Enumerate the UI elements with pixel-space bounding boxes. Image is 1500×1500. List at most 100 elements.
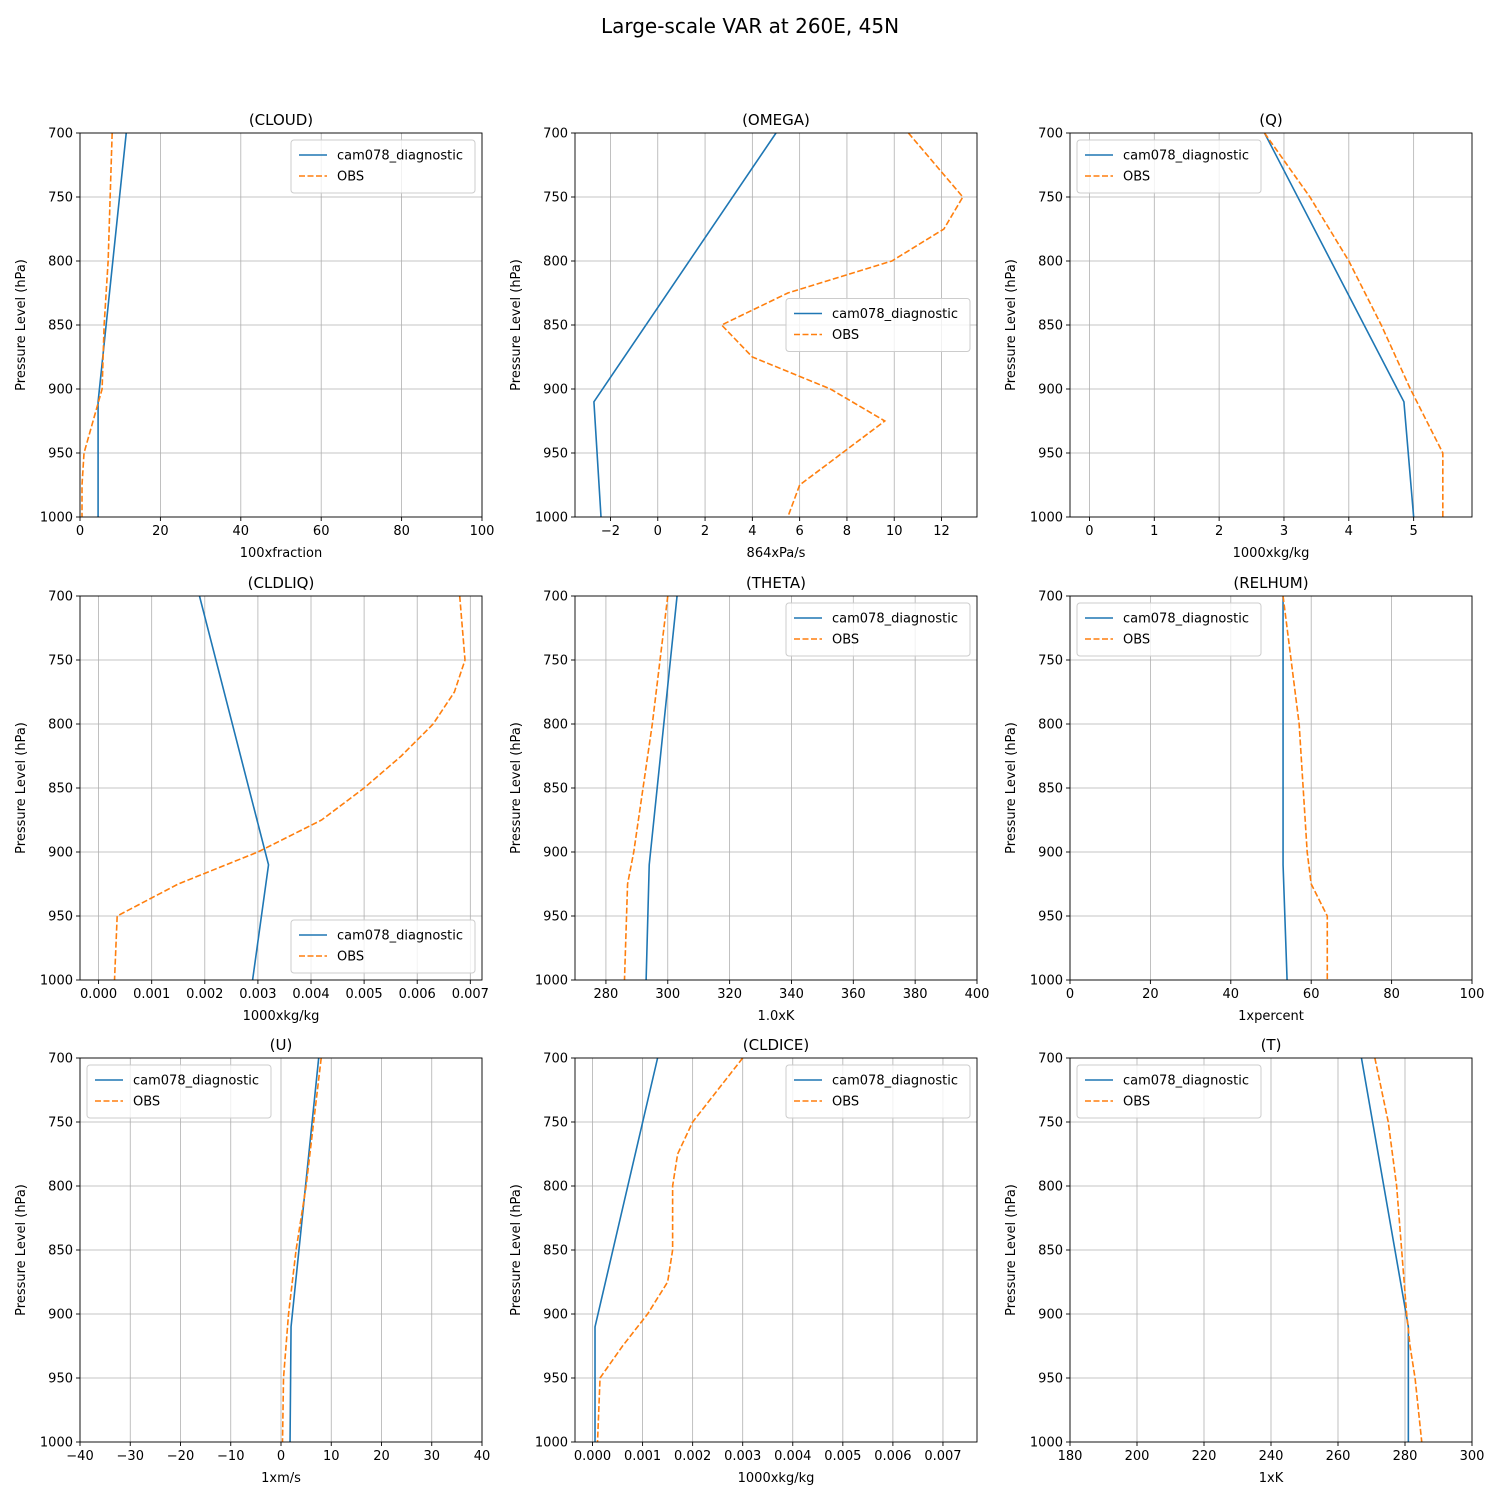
x-tick-label: 0.004 [292, 987, 329, 1002]
legend: cam078_diagnostic OBS [1076, 1064, 1262, 1119]
x-tick-label: 10 [323, 1449, 340, 1464]
x-tick-label: 0.003 [724, 1449, 761, 1464]
legend-label: cam078_diagnostic [133, 1074, 259, 1089]
x-tick-label: 380 [903, 987, 928, 1002]
y-tick-label: 950 [543, 1372, 568, 1387]
x-tick-label: 320 [717, 987, 742, 1002]
y-tick-label: 800 [48, 1180, 73, 1195]
y-tick-label: 900 [1038, 1308, 1063, 1323]
series-line-model [594, 1058, 659, 1442]
y-tick-label: 950 [1038, 1372, 1063, 1387]
x-tick-label: 0.000 [574, 1449, 611, 1464]
y-tick-label: 900 [543, 383, 568, 398]
panel-u: −40 −30 −20 −10 0 10 20 30 40 700 750 800 850 900 950 1… [14, 1036, 490, 1486]
y-axis-label: Pressure Level (hPa) [1004, 259, 1019, 391]
y-tick-label: 750 [543, 654, 568, 669]
x-tick-label: 300 [655, 987, 680, 1002]
legend-label: OBS [337, 950, 364, 965]
series-line-model [289, 1058, 320, 1442]
x-tick-label: 4 [748, 524, 756, 539]
x-tick-label: −40 [66, 1449, 93, 1464]
series-line-obs [1374, 1058, 1423, 1442]
legend-box [1076, 602, 1262, 657]
y-tick-label: 700 [1038, 127, 1063, 142]
panel-title: (CLDLIQ) [248, 574, 315, 592]
panel-title: (OMEGA) [742, 111, 810, 129]
series-group [594, 1058, 744, 1442]
panel-cloud: 0 20 40 60 80 100 700 750 800 850 900 950 1000 (CLOUD… [14, 111, 494, 561]
y-tick-label: 750 [543, 191, 568, 206]
y-tick-label: 950 [1038, 910, 1063, 925]
x-tick-label: −30 [117, 1449, 144, 1464]
y-tick-label: 1000 [535, 1436, 568, 1451]
figure-title: Large-scale VAR at 260E, 45N [600, 14, 900, 38]
legend: cam078_diagnostic OBS [86, 1064, 272, 1119]
series-line-obs [1263, 133, 1444, 517]
y-tick-label: 750 [1038, 1116, 1063, 1131]
legend: cam078_diagnostic OBS [1076, 139, 1262, 194]
x-tick-label: 100 [1460, 987, 1485, 1002]
y-tick-label: 750 [1038, 654, 1063, 669]
series-group [593, 133, 964, 517]
legend-box [785, 602, 971, 657]
x-tick-label: 260 [1326, 1449, 1351, 1464]
y-tick-label: 950 [48, 910, 73, 925]
x-axis-label: 100xfraction [240, 546, 322, 561]
y-tick-label: 700 [1038, 1052, 1063, 1067]
x-tick-label: 0.002 [186, 987, 223, 1002]
x-tick-label: 0 [277, 1449, 285, 1464]
panel-cldice: 0.000 0.001 0.002 0.003 0.004 0.005 0.006 0.007… [509, 1036, 978, 1486]
x-tick-label: 0.001 [624, 1449, 661, 1464]
x-axis-label: 1.0xK [758, 1009, 795, 1024]
x-tick-label: 0.003 [239, 987, 276, 1002]
x-tick-label: 5 [1410, 524, 1418, 539]
y-tick-label: 850 [1038, 1244, 1063, 1259]
legend-label: OBS [832, 1095, 859, 1110]
legend-label: OBS [1123, 1095, 1150, 1110]
legend-label: OBS [1123, 633, 1150, 648]
x-tick-label: 100 [470, 524, 495, 539]
x-tick-label: 80 [1383, 987, 1400, 1002]
legend: cam078_diagnostic OBS [1076, 602, 1262, 657]
series-line-model [1263, 133, 1415, 517]
x-tick-label: 0.000 [80, 987, 117, 1002]
series-group [281, 1058, 322, 1442]
y-tick-label: 950 [1038, 447, 1063, 462]
y-tick-label: 850 [543, 782, 568, 797]
x-tick-label: 20 [152, 524, 169, 539]
x-tick-label: 400 [965, 987, 990, 1002]
series-line-obs [1282, 596, 1329, 980]
panel-title: (U) [270, 1036, 293, 1054]
x-tick-label: 20 [373, 1449, 390, 1464]
x-tick-label: 0.007 [924, 1449, 961, 1464]
series-line-model [97, 133, 128, 517]
x-tick-label: 60 [1303, 987, 1320, 1002]
legend: cam078_diagnostic OBS [785, 298, 971, 352]
legend-label: cam078_diagnostic [337, 149, 463, 164]
y-tick-label: 900 [48, 1308, 73, 1323]
x-axis-label: 1xpercent [1238, 1009, 1304, 1024]
legend-label: OBS [832, 633, 859, 648]
y-tick-label: 900 [543, 1308, 568, 1323]
y-tick-label: 750 [1038, 191, 1063, 206]
y-tick-label: 900 [543, 846, 568, 861]
panel-title: (T) [1261, 1036, 1282, 1054]
x-tick-label: 0.002 [674, 1449, 711, 1464]
y-axis-label: Pressure Level (hPa) [14, 1184, 29, 1316]
series-line-obs [81, 133, 113, 517]
x-tick-label: 12 [933, 524, 950, 539]
y-tick-label: 1000 [40, 1436, 73, 1451]
legend-box [290, 919, 476, 974]
panel-omega: −2 0 2 4 6 8 10 12 700 750 800 850 900 950 1000 (OMEGA)… [509, 111, 978, 561]
y-tick-label: 700 [48, 127, 73, 142]
legend-label: cam078_diagnostic [832, 1074, 958, 1089]
y-axis-label: Pressure Level (hPa) [509, 1184, 524, 1316]
y-tick-label: 1000 [1030, 1436, 1063, 1451]
x-tick-label: 30 [423, 1449, 440, 1464]
series-group [1263, 133, 1444, 517]
y-axis-label: Pressure Level (hPa) [14, 259, 29, 391]
y-tick-label: 700 [543, 590, 568, 605]
y-tick-label: 1000 [40, 974, 73, 989]
y-tick-label: 900 [1038, 846, 1063, 861]
